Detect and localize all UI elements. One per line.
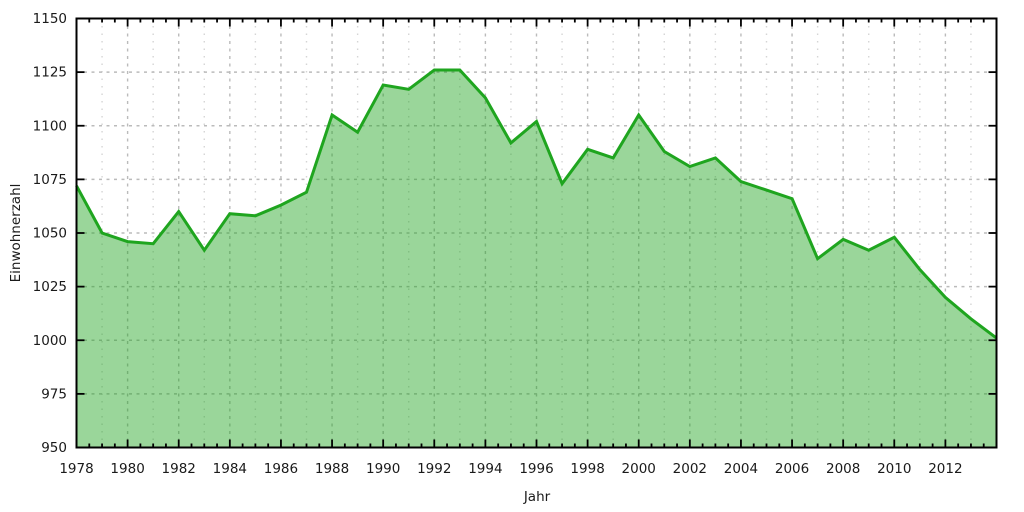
tick-labels: 950 975 1000 1025 1050 1075 1100 1125 1150 1978 19…: [33, 11, 963, 477]
series-einwohnerzahl: [75, 68, 998, 448]
y-tick-label: 1100: [33, 118, 67, 134]
x-tick-label: 2006: [775, 461, 809, 477]
x-tick-label: 1990: [366, 461, 400, 477]
y-tick-label: 1075: [33, 172, 67, 188]
data-line: [75, 68, 998, 340]
gridlines: [76, 18, 997, 448]
y-tick-label: 950: [41, 440, 67, 456]
x-tick-label: 1978: [59, 461, 93, 477]
x-tick-label: 1992: [417, 461, 451, 477]
area-fill: [76, 70, 997, 448]
y-tick-label: 1125: [33, 65, 67, 81]
x-tick-label: 2008: [826, 461, 860, 477]
x-tick-label: 2004: [724, 461, 758, 477]
y-tick-label: 1150: [33, 11, 67, 27]
x-tick-label: 1982: [162, 461, 196, 477]
x-tick-label: 1980: [110, 461, 144, 477]
x-tick-label: 1994: [468, 461, 502, 477]
y-axis-title: Einwohnerzahl: [8, 183, 24, 283]
y-tick-label: 1000: [33, 333, 67, 349]
x-tick-label: 2012: [928, 461, 962, 477]
x-tick-label: 1988: [315, 461, 349, 477]
tick-marks: [75, 17, 998, 449]
x-tick-label: 1986: [264, 461, 298, 477]
y-tick-label: 1025: [33, 279, 67, 295]
x-tick-label: 2002: [673, 461, 707, 477]
x-tick-label: 1984: [213, 461, 247, 477]
y-tick-label: 975: [41, 386, 67, 402]
x-tick-label: 2010: [877, 461, 911, 477]
x-tick-label: 1998: [570, 461, 604, 477]
x-tick-label: 2000: [622, 461, 656, 477]
x-axis-title: Jahr: [523, 489, 551, 505]
y-tick-label: 1050: [33, 226, 67, 242]
x-tick-label: 1996: [519, 461, 553, 477]
